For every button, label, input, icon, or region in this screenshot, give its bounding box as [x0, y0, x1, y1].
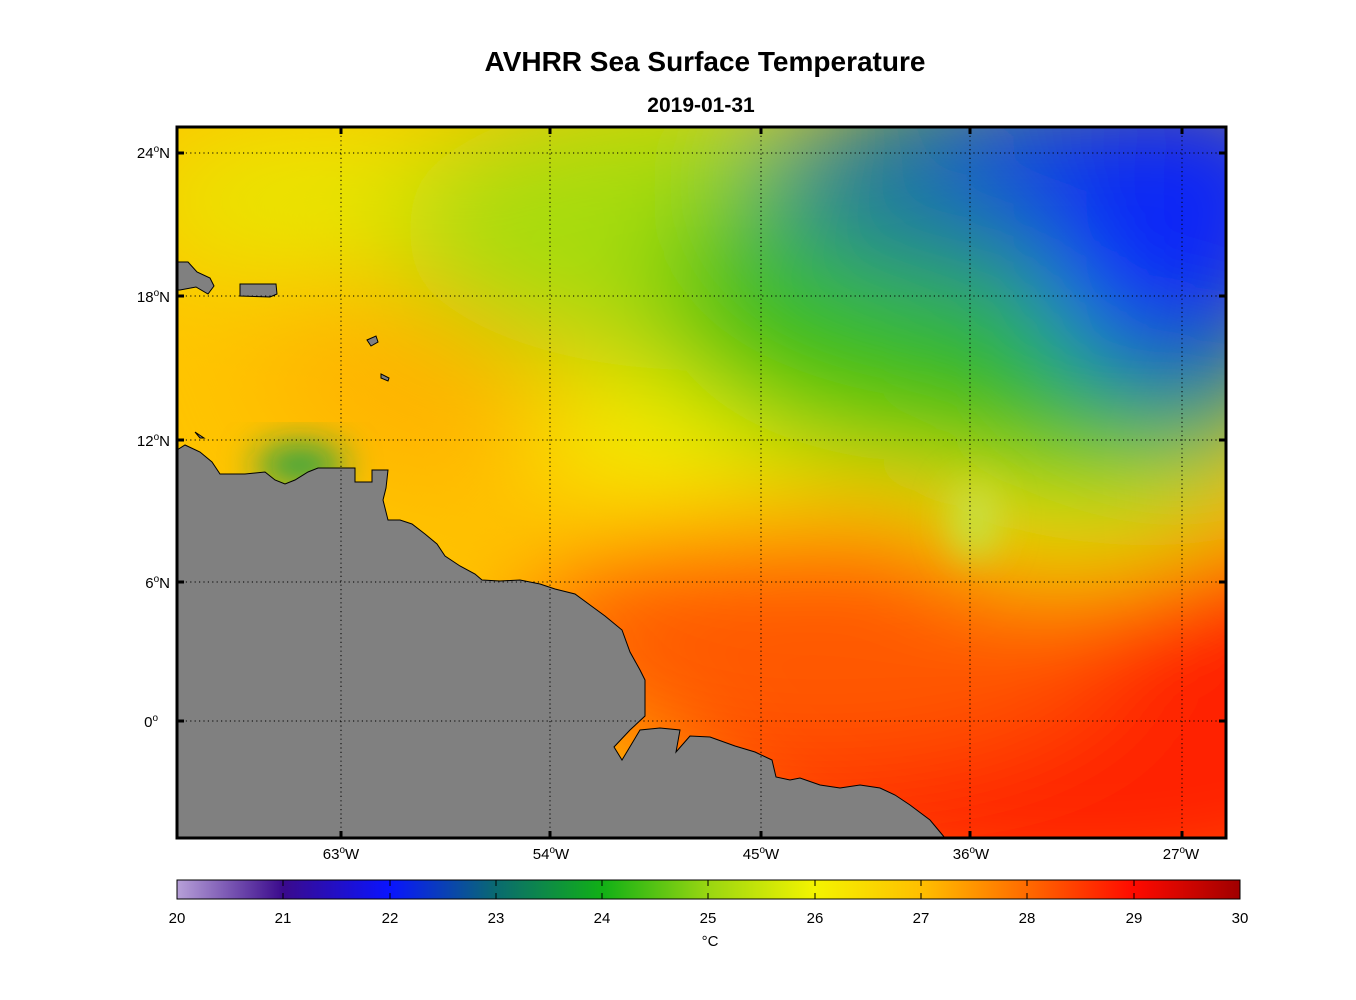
colorbar-ticks — [282, 880, 1135, 899]
colorbar-label-24: 24 — [593, 910, 611, 927]
colorbar-label-20: 20 — [168, 910, 186, 927]
lon-label-63W: 63oW — [322, 845, 360, 863]
graticule — [177, 127, 1226, 838]
lon-label-45W: 45oW — [742, 845, 780, 863]
land-masses — [176, 261, 947, 839]
colorbar-label-30: 30 — [1231, 910, 1249, 927]
lon-label-54W: 54oW — [532, 845, 570, 863]
map-subtitle: 2019-01-31 — [647, 94, 755, 117]
lat-label-12N: 12oN — [136, 432, 170, 450]
colorbar-label-22: 22 — [381, 910, 399, 927]
colorbar-label-25: 25 — [699, 910, 717, 927]
lon-label-36W: 36oW — [952, 845, 990, 863]
map-frame — [175, 125, 1228, 840]
colorbar-label-28: 28 — [1018, 910, 1036, 927]
colorbar-label-27: 27 — [912, 910, 930, 927]
lat-label-24N: 24oN — [136, 144, 170, 162]
axis-ticks — [177, 127, 1226, 838]
lat-label-6N: 6oN — [145, 574, 170, 592]
lon-label-27W: 27oW — [1162, 845, 1200, 863]
colorbar-label-29: 29 — [1125, 910, 1143, 927]
map-title: AVHRR Sea Surface Temperature — [484, 46, 926, 77]
colorbar-label-21: 21 — [274, 910, 292, 927]
colorbar-unit: °C — [701, 933, 719, 950]
lat-label-18N: 18oN — [136, 288, 170, 306]
colorbar-label-26: 26 — [806, 910, 824, 927]
colorbar-label-23: 23 — [487, 910, 505, 927]
lat-label-0: 0o — [144, 713, 158, 731]
